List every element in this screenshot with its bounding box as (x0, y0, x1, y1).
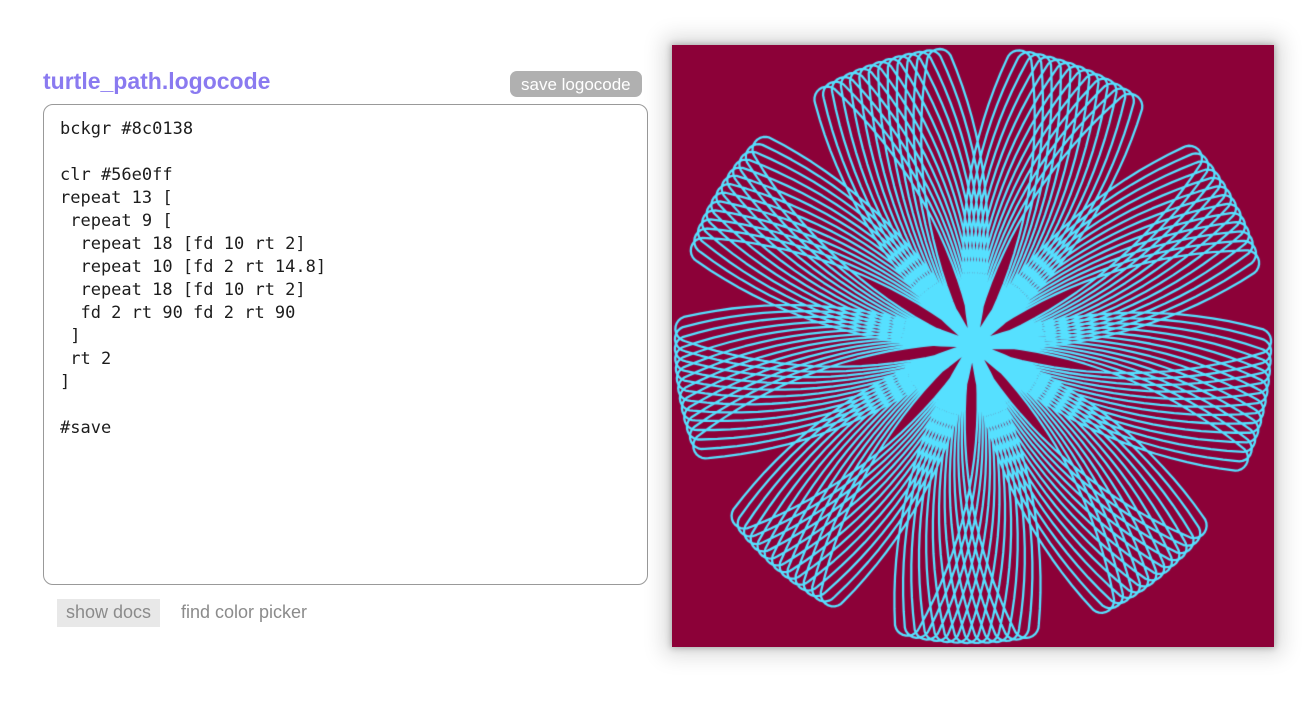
file-title: turtle_path.logocode (43, 68, 271, 94)
save-logocode-button[interactable]: save logocode (510, 71, 642, 97)
show-docs-link[interactable]: show docs (57, 599, 161, 627)
turtle-graphics-canvas (672, 45, 1274, 647)
logocode-editor[interactable]: bckgr #8c0138 clr #56e0ff repeat 13 [ re… (43, 104, 648, 585)
find-color-picker-link[interactable]: find color picker (181, 602, 308, 622)
